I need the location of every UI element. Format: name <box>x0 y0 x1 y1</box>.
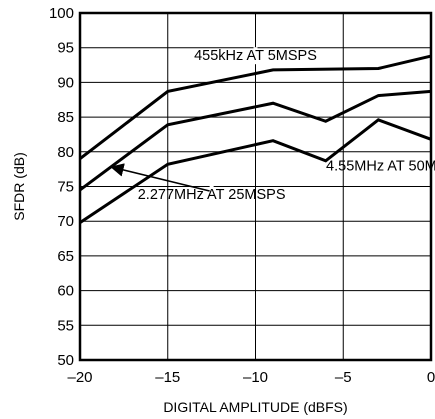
y-tick-label: 90 <box>57 74 74 91</box>
y-tick-label: 95 <box>57 40 74 57</box>
y-tick-label: 75 <box>57 179 74 196</box>
plot-frame <box>78 11 433 362</box>
y-tick-label: 50 <box>57 352 74 369</box>
y-tick-label: 100 <box>49 5 74 22</box>
annotation-arrow <box>110 163 210 192</box>
series-annotation-label: 455kHz AT 5MSPS <box>194 48 317 64</box>
x-tick-label: –10 <box>243 369 268 386</box>
y-tick-label: 60 <box>57 283 74 300</box>
y-tick-label: 70 <box>57 213 74 230</box>
y-tick-label: 85 <box>57 109 74 126</box>
series-line-1 <box>79 89 432 192</box>
y-tick-label: 80 <box>57 144 74 161</box>
series-annotation-label: 4.55MHz AT 50MSPS <box>326 159 435 175</box>
y-axis-label: SFDR (dB) <box>11 152 27 220</box>
y-tick-label: 65 <box>57 248 74 265</box>
annotation-background <box>393 157 398 175</box>
series-line-2 <box>79 118 432 224</box>
tick-labels: 50 55 60 65 70 75 80 85 90 95 100 –20 –15 –10 –5 0 <box>49 5 435 386</box>
annotation-background <box>209 185 214 203</box>
x-tick-label: –15 <box>155 369 180 386</box>
annotation-background <box>253 47 258 65</box>
series-line-0 <box>79 54 432 160</box>
x-tick-label: 0 <box>427 369 435 386</box>
series-annotation-label: 2.277MHz AT 25MSPS <box>138 187 286 203</box>
x-tick-label: –5 <box>335 369 352 386</box>
x-axis-label: DIGITAL AMPLITUDE (dBFS) <box>163 399 347 415</box>
series-lines <box>79 54 432 224</box>
y-tick-label: 55 <box>57 317 74 334</box>
annotations: 455kHz AT 5MSPS 4.55MHz AT 50MSPS 2.277MHz… <box>110 47 435 203</box>
x-tick-label: –20 <box>67 369 92 386</box>
